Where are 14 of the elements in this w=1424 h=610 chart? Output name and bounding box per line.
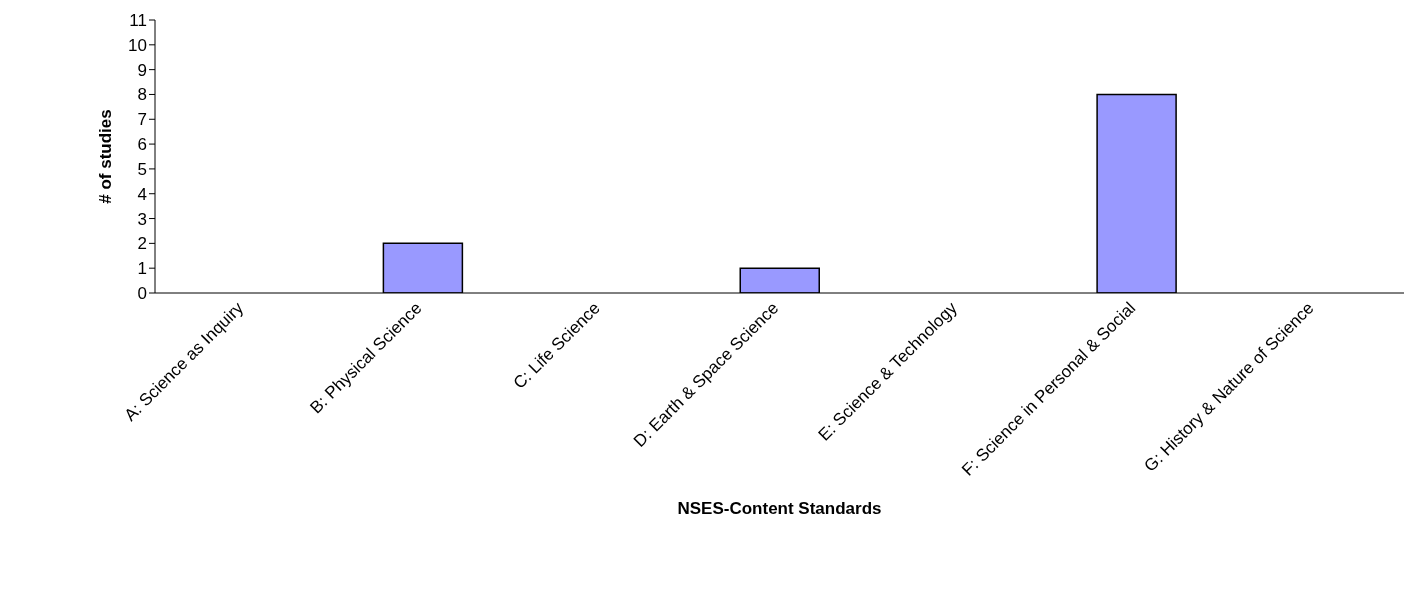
y-axis-title: # of studies — [96, 109, 116, 204]
y-tick-label: 4 — [137, 184, 147, 204]
y-tick-label: 9 — [137, 60, 147, 80]
x-axis-title: NSES-Content Standards — [677, 499, 882, 518]
y-tick-label: 11 — [129, 11, 147, 31]
y-tick-label: 1 — [137, 259, 147, 279]
y-tick-label: 5 — [137, 159, 147, 179]
y-tick-label: 7 — [137, 110, 147, 130]
y-tick-label: 2 — [137, 234, 147, 254]
y-tick-label: 3 — [137, 209, 147, 229]
y-tick-label: 10 — [128, 35, 147, 55]
y-tick-label: 0 — [137, 284, 147, 304]
y-tick-label: 6 — [137, 135, 147, 155]
y-tick-label: 8 — [137, 85, 147, 105]
